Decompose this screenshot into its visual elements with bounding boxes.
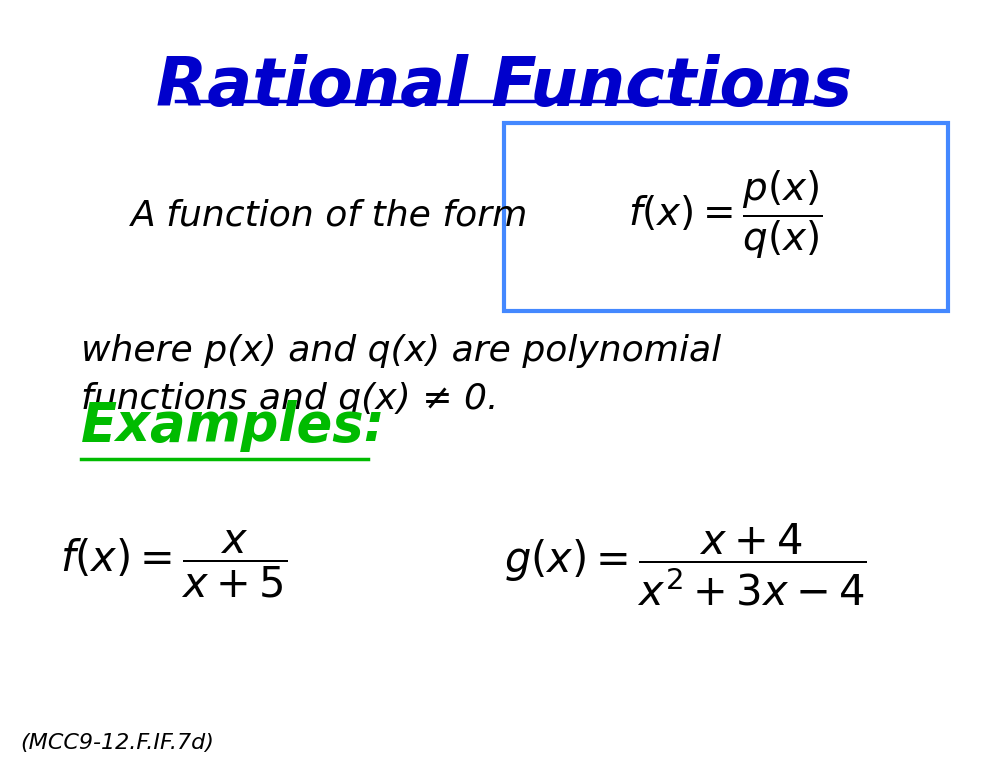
Text: $f(x) = \dfrac{x}{x+5}$: $f(x) = \dfrac{x}{x+5}$ [60, 529, 287, 600]
FancyBboxPatch shape [504, 123, 948, 311]
Text: (MCC9-12.F.IF.7d): (MCC9-12.F.IF.7d) [20, 733, 214, 753]
Text: Examples:: Examples: [81, 400, 385, 452]
Text: Rational Functions: Rational Functions [156, 54, 852, 120]
Text: where p(x) and q(x) are polynomial
functions and q(x) ≠ 0.: where p(x) and q(x) are polynomial funct… [81, 334, 721, 415]
Text: $g(x) = \dfrac{x+4}{x^{2}+3x-4}$: $g(x) = \dfrac{x+4}{x^{2}+3x-4}$ [504, 521, 867, 607]
Text: $f(x) = \dfrac{p(x)}{q(x)}$: $f(x) = \dfrac{p(x)}{q(x)}$ [628, 169, 824, 261]
Text: A function of the form: A function of the form [131, 198, 528, 232]
